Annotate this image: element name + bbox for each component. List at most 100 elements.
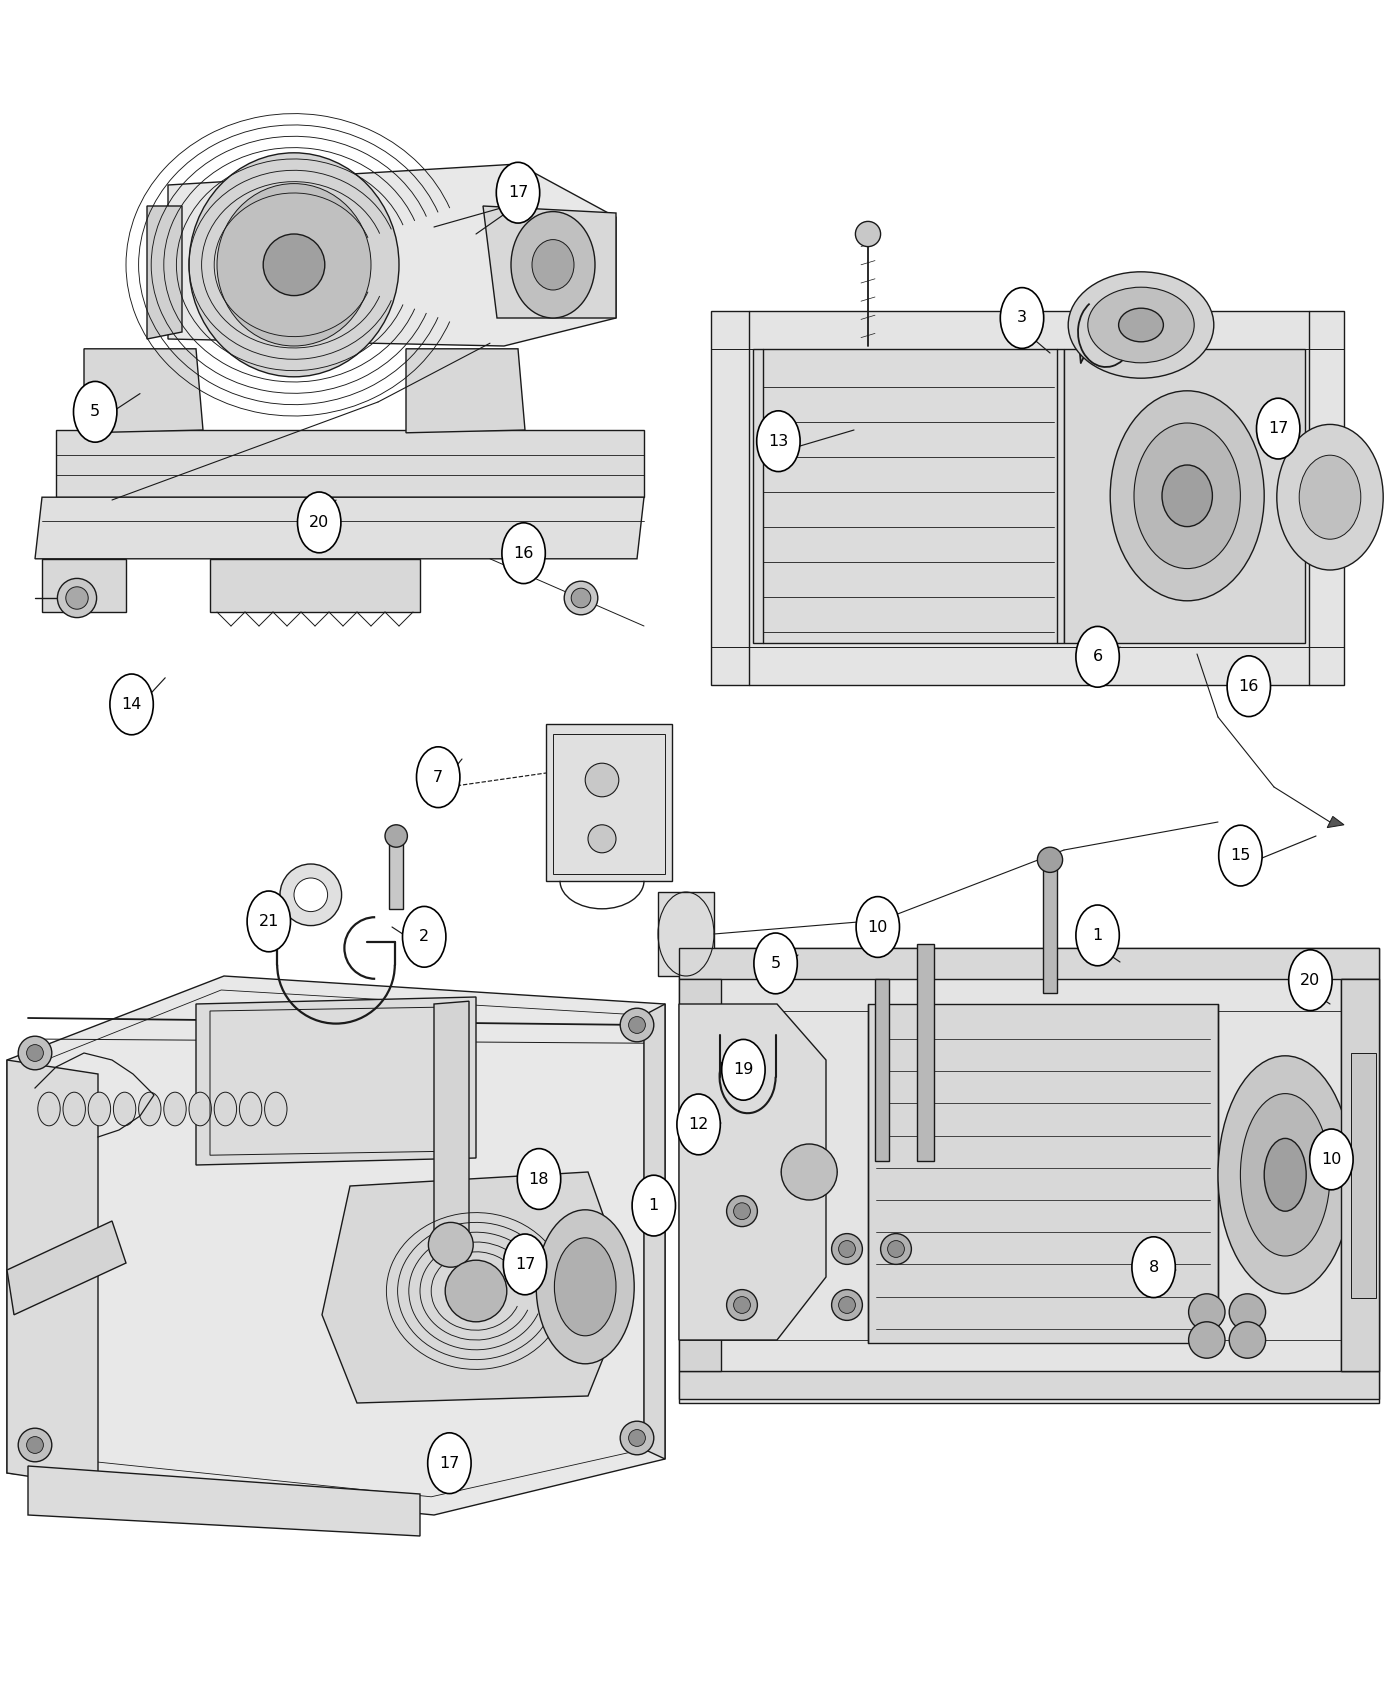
Ellipse shape	[620, 1008, 654, 1042]
Ellipse shape	[503, 524, 546, 583]
Ellipse shape	[536, 1210, 634, 1363]
Ellipse shape	[1218, 1056, 1352, 1294]
Text: 8: 8	[1148, 1260, 1159, 1275]
Text: 20: 20	[1301, 972, 1320, 988]
Ellipse shape	[88, 1091, 111, 1125]
Ellipse shape	[164, 1091, 186, 1125]
Ellipse shape	[588, 824, 616, 853]
Polygon shape	[868, 1005, 1218, 1343]
Polygon shape	[147, 206, 182, 338]
Ellipse shape	[214, 1091, 237, 1125]
Ellipse shape	[1226, 656, 1271, 717]
Ellipse shape	[571, 588, 591, 609]
Bar	[14, 156, 665, 717]
Text: 17: 17	[1268, 422, 1288, 437]
Text: 10: 10	[868, 920, 888, 935]
Polygon shape	[644, 1005, 665, 1459]
Text: 6: 6	[1092, 649, 1103, 665]
Ellipse shape	[27, 1044, 43, 1061]
Polygon shape	[406, 348, 525, 434]
Ellipse shape	[734, 1297, 750, 1314]
Ellipse shape	[57, 578, 97, 617]
Text: 12: 12	[689, 1117, 708, 1132]
Polygon shape	[42, 559, 126, 612]
Ellipse shape	[1218, 824, 1263, 886]
Ellipse shape	[1277, 425, 1383, 570]
Ellipse shape	[428, 1222, 473, 1266]
Polygon shape	[679, 1005, 826, 1340]
Polygon shape	[1064, 348, 1305, 643]
Polygon shape	[711, 311, 1344, 685]
Text: 5: 5	[90, 405, 101, 420]
Ellipse shape	[629, 1430, 645, 1447]
Ellipse shape	[73, 381, 118, 442]
Ellipse shape	[1068, 272, 1214, 377]
Ellipse shape	[217, 184, 371, 347]
Bar	[0, 949, 686, 1550]
Ellipse shape	[511, 211, 595, 318]
Ellipse shape	[832, 1234, 862, 1265]
Polygon shape	[7, 976, 665, 1515]
Ellipse shape	[1240, 1093, 1330, 1256]
Ellipse shape	[18, 1428, 52, 1462]
Ellipse shape	[239, 1091, 262, 1125]
Ellipse shape	[1229, 1323, 1266, 1358]
Polygon shape	[196, 996, 476, 1164]
Bar	[875, 979, 889, 1161]
Ellipse shape	[38, 1091, 60, 1125]
Ellipse shape	[1037, 847, 1063, 872]
Polygon shape	[322, 1171, 630, 1402]
Ellipse shape	[1000, 287, 1044, 348]
Ellipse shape	[189, 1091, 211, 1125]
Ellipse shape	[1134, 423, 1240, 568]
Bar	[917, 944, 934, 1161]
Ellipse shape	[1229, 1294, 1266, 1329]
Ellipse shape	[839, 1241, 855, 1258]
Ellipse shape	[109, 673, 153, 734]
Ellipse shape	[1299, 456, 1361, 539]
Ellipse shape	[1189, 1294, 1225, 1329]
Polygon shape	[7, 1221, 126, 1314]
Text: 17: 17	[515, 1256, 535, 1272]
Ellipse shape	[888, 1241, 904, 1258]
Ellipse shape	[832, 1290, 862, 1321]
Ellipse shape	[564, 581, 598, 615]
Polygon shape	[679, 979, 721, 1370]
Ellipse shape	[756, 411, 801, 471]
Text: 1: 1	[648, 1198, 659, 1214]
Text: 21: 21	[259, 915, 279, 928]
Text: 17: 17	[440, 1455, 459, 1470]
Text: 3: 3	[1016, 311, 1028, 325]
Polygon shape	[56, 430, 644, 496]
Ellipse shape	[265, 1091, 287, 1125]
Ellipse shape	[403, 906, 445, 967]
Text: 15: 15	[1231, 848, 1250, 864]
Text: 7: 7	[433, 770, 444, 785]
Ellipse shape	[248, 891, 291, 952]
Bar	[389, 836, 403, 910]
Polygon shape	[1341, 979, 1379, 1370]
Ellipse shape	[504, 1234, 546, 1295]
Polygon shape	[35, 496, 644, 559]
Ellipse shape	[1088, 287, 1194, 362]
Ellipse shape	[631, 1175, 676, 1236]
Polygon shape	[753, 348, 1064, 643]
Ellipse shape	[297, 491, 342, 552]
Polygon shape	[7, 1061, 98, 1488]
Ellipse shape	[1309, 1129, 1352, 1190]
Text: 19: 19	[734, 1062, 753, 1078]
Ellipse shape	[629, 1017, 645, 1034]
Text: 14: 14	[122, 697, 141, 712]
Ellipse shape	[839, 1297, 855, 1314]
Ellipse shape	[585, 763, 619, 797]
Ellipse shape	[1110, 391, 1264, 600]
Bar	[693, 156, 1390, 717]
Polygon shape	[679, 949, 1379, 1402]
Polygon shape	[658, 892, 714, 976]
Ellipse shape	[554, 1238, 616, 1336]
Polygon shape	[546, 724, 672, 881]
Ellipse shape	[532, 240, 574, 291]
Polygon shape	[483, 206, 616, 318]
Ellipse shape	[620, 1421, 654, 1455]
Ellipse shape	[781, 1144, 837, 1200]
